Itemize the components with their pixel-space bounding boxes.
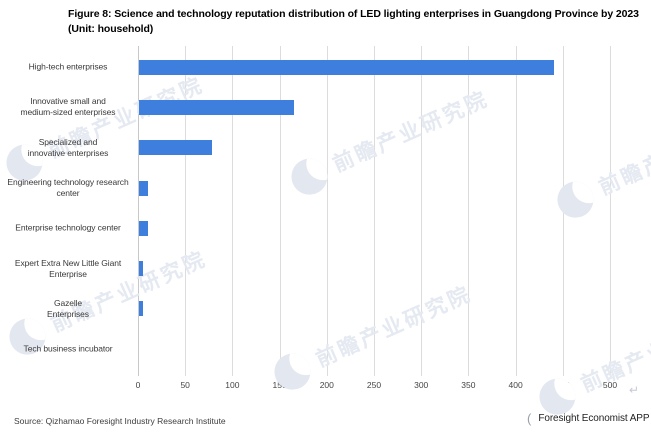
x-tick-label: 350	[461, 380, 476, 390]
gridline	[610, 46, 611, 376]
category-label: Enterprise technology center	[15, 222, 121, 233]
bar	[138, 59, 554, 75]
bar	[138, 99, 295, 115]
source-note: Source: Qizhamao Foresight Industry Rese…	[14, 416, 226, 426]
gridline	[421, 46, 423, 376]
x-tick-label: 150	[272, 380, 287, 390]
category-label: Specialized and innovative enterprises	[27, 136, 109, 158]
chart-title: Figure 8: Science and technology reputat…	[68, 7, 646, 36]
x-tick-label: 200	[319, 380, 334, 390]
gridline	[562, 46, 564, 376]
x-tick-label: 300	[414, 380, 429, 390]
x-tick-label: 250	[366, 380, 382, 390]
chart-title-line1: Figure 8: Science and technology reputat…	[68, 8, 639, 20]
gridline	[232, 46, 234, 376]
gridline	[326, 46, 328, 376]
x-tick-label: 100	[225, 380, 240, 390]
category-label: Tech business incubator	[23, 343, 113, 354]
chart-unit: (Unit: household)	[68, 22, 154, 35]
gridline	[138, 46, 139, 376]
category-label: Innovative small and medium-sized enterp…	[20, 96, 116, 118]
gridline	[185, 46, 187, 376]
category-label: Engineering technology research center	[7, 177, 129, 199]
bar	[138, 180, 148, 196]
brand-label: Foresight Economist APP	[538, 413, 650, 424]
brand-logo-icon: (	[527, 411, 532, 426]
x-tick-label: 50	[180, 380, 190, 390]
x-tick-label: 0	[135, 380, 141, 390]
value-axis: 0 50 100 150 200 250 300 350 400 450 500	[0, 380, 651, 394]
bar	[138, 140, 213, 156]
category-label: Gazelle Enterprises	[47, 297, 89, 319]
brand-footer: ( Foresight Economist APP	[527, 411, 650, 426]
bar	[138, 301, 144, 317]
x-tick-label: 450	[555, 380, 570, 390]
gridline	[515, 46, 517, 376]
category-label: High-tech enterprises	[28, 61, 108, 72]
bar	[138, 261, 144, 277]
plot-area	[138, 46, 611, 376]
x-tick-label: 500	[602, 380, 618, 390]
category-axis: High-tech enterprises Innovative small an…	[0, 46, 136, 376]
bar	[138, 220, 148, 236]
return-arrow-icon: ↵	[629, 383, 640, 397]
gridline	[468, 46, 470, 376]
x-tick-label: 400	[508, 380, 523, 390]
gridline	[374, 46, 375, 376]
gridline	[279, 46, 281, 376]
category-label: Expert Extra New Little Giant Enterprise	[14, 257, 122, 279]
